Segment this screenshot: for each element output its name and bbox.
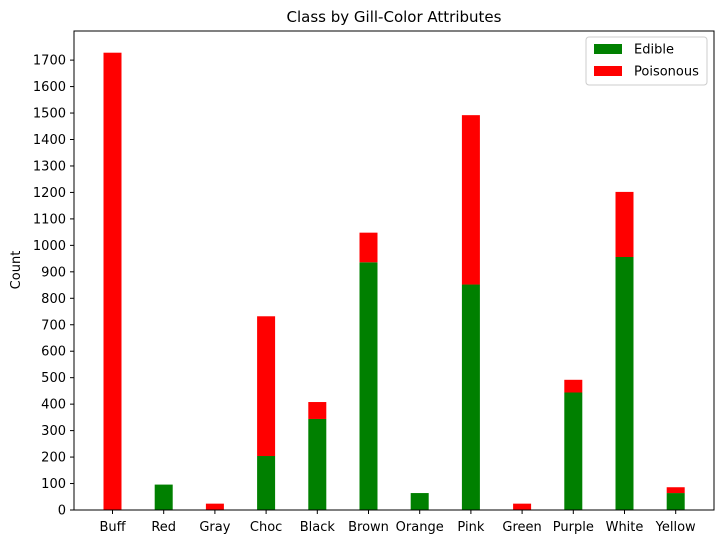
- legend-label-poisonous: Poisonous: [634, 65, 699, 80]
- y-tick-label: 1000: [33, 239, 66, 254]
- x-tick-label: Brown: [348, 520, 389, 535]
- y-tick-label: 900: [41, 265, 66, 280]
- bar-poisonous-purple: [564, 379, 583, 393]
- bar-poisonous-black: [308, 402, 327, 419]
- bar-edible-pink: [461, 284, 480, 510]
- bar-edible-black: [308, 418, 327, 510]
- x-axis-ticks: Buff Red Gray Choc Black Brown Orange Pink Green…: [99, 510, 696, 535]
- legend: Edible Poisonous: [585, 36, 708, 86]
- y-tick-label: 100: [41, 477, 66, 492]
- bar-edible-white: [615, 257, 634, 510]
- x-tick-label: Buff: [99, 520, 126, 535]
- x-tick-label: Yellow: [655, 520, 696, 535]
- y-tick-label: 400: [41, 398, 66, 413]
- y-tick-label: 1100: [33, 212, 66, 227]
- y-tick-label: 1400: [33, 133, 66, 148]
- bar-poisonous-choc: [257, 316, 276, 457]
- y-axis-ticks: 0 100 200 300 400 500 600 700 800 900 1000 1100 1200…: [33, 54, 74, 519]
- y-tick-label: 1200: [33, 186, 66, 201]
- bar-poisonous-yellow: [666, 487, 685, 494]
- y-axis-label: Count: [9, 251, 24, 290]
- legend-swatch-poisonous: [594, 66, 622, 76]
- bar-poisonous-pink: [461, 115, 480, 285]
- x-tick-label: Pink: [457, 520, 484, 535]
- y-tick-label: 200: [41, 451, 66, 466]
- legend-label-edible: Edible: [634, 43, 674, 58]
- y-tick-label: 600: [41, 345, 66, 360]
- legend-swatch-edible: [594, 44, 622, 54]
- bar-edible-brown: [359, 262, 378, 510]
- bar-edible-purple: [564, 392, 583, 510]
- y-tick-label: 1700: [33, 54, 66, 69]
- bar-poisonous-green: [513, 503, 532, 510]
- bar-poisonous-gray: [205, 503, 224, 510]
- x-tick-label: Gray: [199, 520, 230, 535]
- x-tick-label: White: [606, 520, 644, 535]
- bar-edible-red: [154, 484, 173, 510]
- y-tick-label: 0: [58, 504, 66, 519]
- x-tick-label: Green: [502, 520, 541, 535]
- y-tick-label: 700: [41, 318, 66, 333]
- x-tick-label: Orange: [396, 520, 444, 535]
- bar-edible-orange: [410, 493, 429, 510]
- y-tick-label: 1600: [33, 80, 66, 95]
- y-tick-label: 800: [41, 292, 66, 307]
- bar-poisonous-buff: [103, 52, 122, 510]
- y-tick-label: 300: [41, 424, 66, 439]
- bars: [103, 52, 685, 510]
- chart-title: Class by Gill-Color Attributes: [287, 8, 502, 26]
- bar-edible-choc: [257, 456, 276, 510]
- axes-frame: [73, 30, 715, 511]
- y-tick-label: 1500: [33, 107, 66, 122]
- x-tick-label: Purple: [553, 520, 594, 535]
- y-tick-label: 1300: [33, 159, 66, 174]
- x-tick-label: Red: [151, 520, 176, 535]
- y-tick-label: 500: [41, 371, 66, 386]
- x-tick-label: Black: [300, 520, 336, 535]
- bar-poisonous-white: [615, 191, 634, 257]
- bar-edible-yellow: [666, 493, 685, 510]
- bar-poisonous-brown: [359, 232, 378, 263]
- x-tick-label: Choc: [250, 520, 282, 535]
